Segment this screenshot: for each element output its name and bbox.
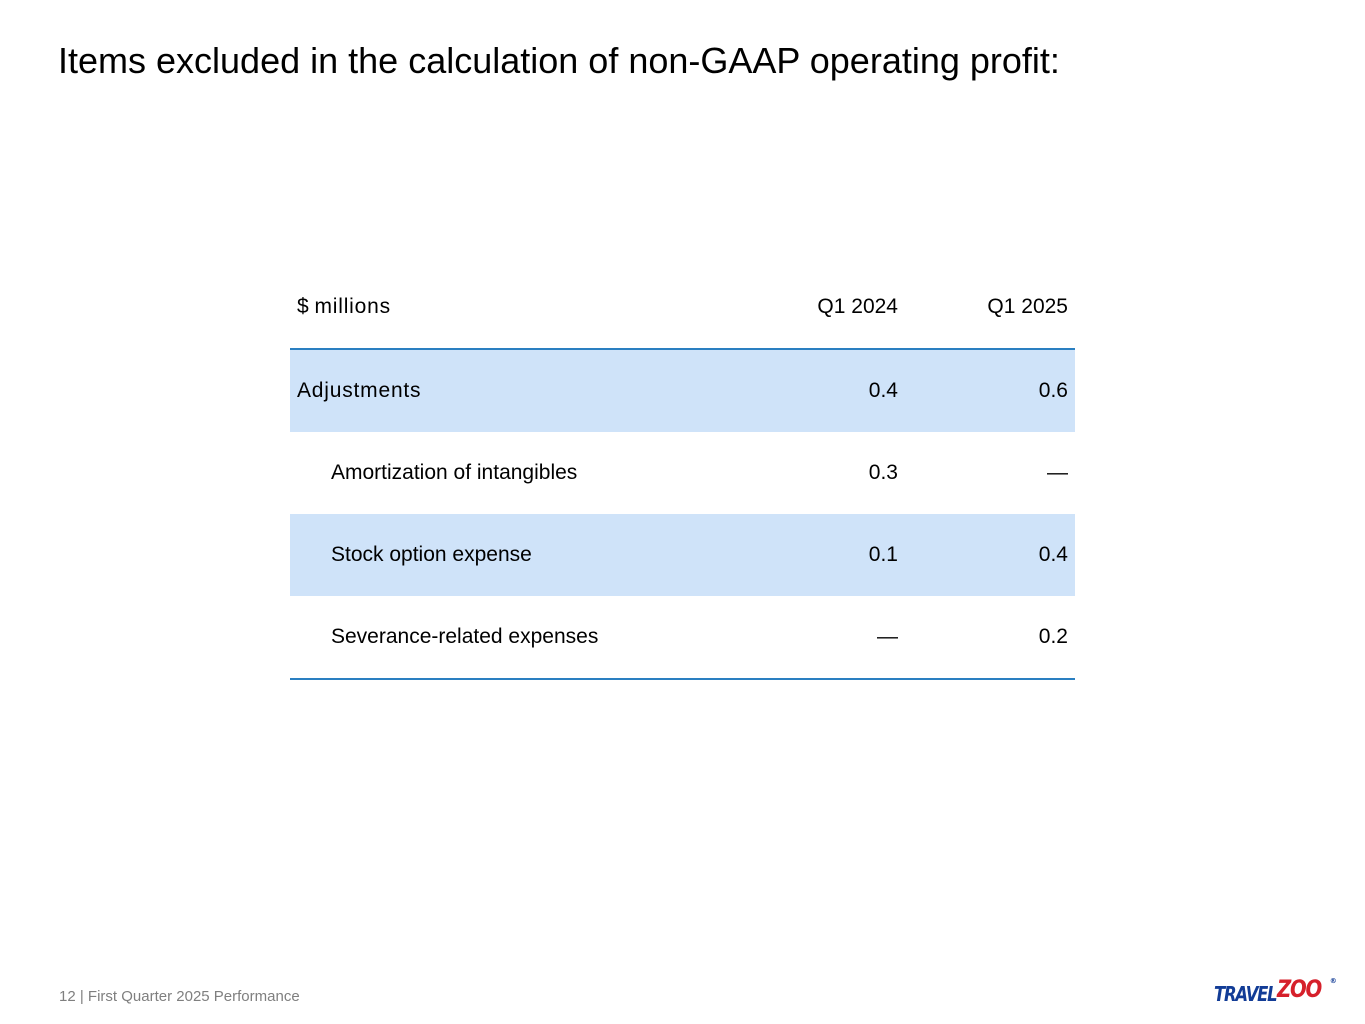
header-q1-2025: Q1 2025 xyxy=(905,266,1075,350)
table-row-adjustments: Adjustments 0.4 0.6 xyxy=(290,349,1075,432)
row-label: Stock option expense xyxy=(290,514,735,596)
travelzoo-logo: TRAVELZOO ® xyxy=(1214,975,1337,1008)
logo-text-zoo: ZOO xyxy=(1277,975,1322,1003)
table-row-amortization: Amortization of intangibles 0.3 — xyxy=(290,432,1075,514)
row-label: Amortization of intangibles xyxy=(331,461,578,484)
cell-q1-2025: 0.6 xyxy=(905,349,1075,432)
header-q1-2024: Q1 2024 xyxy=(735,266,905,350)
cell-q1-2024: 0.4 xyxy=(735,349,905,432)
slide-title: Items excluded in the calculation of non… xyxy=(58,40,1060,81)
footer-page-label: 12 | First Quarter 2025 Performance xyxy=(59,988,300,1005)
cell-q1-2024: — xyxy=(735,596,905,680)
header-units: $ millions xyxy=(290,266,735,350)
registered-mark-icon: ® xyxy=(1329,977,1337,985)
logo-text-travel: TRAVEL xyxy=(1214,982,1278,1006)
cell-q1-2024: 0.3 xyxy=(868,461,898,484)
cell-q1-2024: 0.1 xyxy=(735,514,905,596)
table-row-severance: Severance-related expenses — 0.2 xyxy=(290,596,1075,680)
table-header-row: $ millions Q1 2024 Q1 2025 xyxy=(290,266,1075,350)
table-row-stock-option: Stock option expense 0.1 0.4 xyxy=(290,514,1075,596)
cell-q1-2025: 0.2 xyxy=(905,596,1075,680)
row-label: Adjustments xyxy=(290,349,735,432)
adjustments-table-container: $ millions Q1 2024 Q1 2025 Adjustments 0… xyxy=(290,266,1075,680)
cell-q1-2025: — xyxy=(1047,461,1068,484)
adjustments-table: $ millions Q1 2024 Q1 2025 Adjustments 0… xyxy=(290,266,1075,680)
row-label: Severance-related expenses xyxy=(290,596,735,680)
cell-q1-2025: 0.4 xyxy=(905,514,1075,596)
